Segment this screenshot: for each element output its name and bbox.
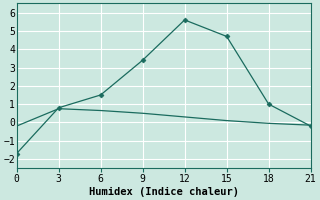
X-axis label: Humidex (Indice chaleur): Humidex (Indice chaleur) — [89, 186, 239, 197]
